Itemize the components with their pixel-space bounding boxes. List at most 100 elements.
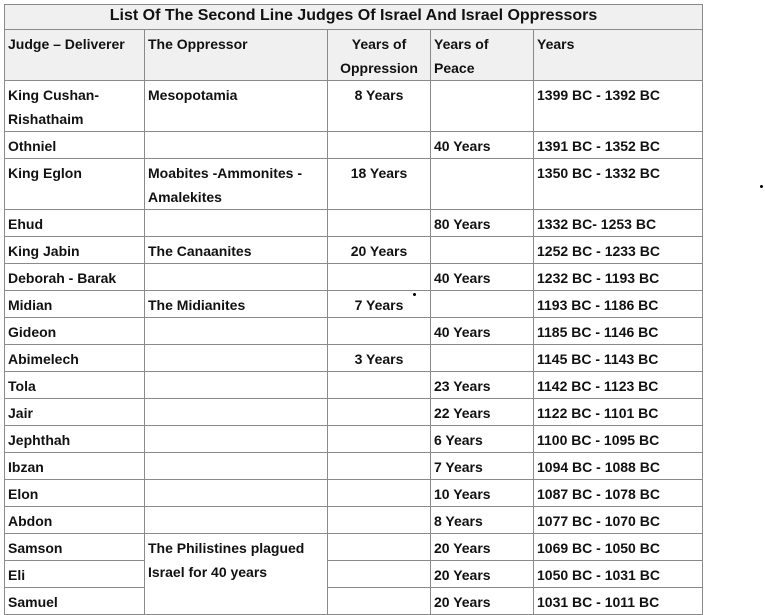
table-cell: 1399 BC - 1392 BC [532, 80, 704, 132]
table-row: Samson The Philistines plagued Israel for… [4, 533, 704, 615]
table-cell: 1077 BC - 1070 BC [532, 506, 704, 534]
table-cell: 1193 BC - 1186 BC [532, 290, 704, 318]
table-row: Judge – Deliverer The Oppressor Years of O… [4, 29, 704, 81]
table-title: List Of The Second Line Judges Of Israel… [3, 4, 704, 30]
table-cell [430, 80, 534, 132]
table-cell: 7 Years [430, 452, 534, 480]
table-cell: 1332 BC- 1253 BC [532, 209, 704, 237]
page: {"table": { "title": "List Of The Second… [3, 4, 763, 615]
table-cell: The Canaanites [144, 236, 328, 264]
table-cell: 40 Years [430, 131, 534, 159]
table-cell [327, 452, 431, 480]
table-cell [327, 131, 431, 159]
table-cell: 20 Years [430, 533, 534, 561]
table-row: Abdon 8 Years 1077 BC - 1070 BC [4, 506, 704, 534]
table-cell [327, 398, 431, 426]
table-cell: 1100 BC - 1095 BC [532, 425, 704, 453]
table-cell [327, 425, 431, 453]
table-cell [430, 290, 534, 318]
table-cell [327, 506, 431, 534]
table-cell: King Jabin [4, 236, 145, 264]
table-cell [430, 236, 534, 264]
table-cell [327, 317, 431, 345]
table-row: Elon 10 Years 1087 BC - 1078 BC [4, 479, 704, 507]
table-cell: 7 Years [327, 290, 431, 318]
table-cell [144, 317, 328, 345]
table-cell: Samson [4, 533, 145, 561]
table-row: Gideon 40 Years 1185 BC - 1146 BC [4, 317, 704, 345]
table-cell: Abdon [4, 506, 145, 534]
table-cell: 8 Years [327, 80, 431, 132]
table-cell: 1069 BC - 1050 BC [532, 533, 704, 561]
table-cell: 3 Years [327, 344, 431, 372]
table-cell: Midian [4, 290, 145, 318]
judges-table: List Of The Second Line Judges Of Israel… [3, 4, 704, 615]
table-cell: King Cushan-Rishathaim [4, 80, 145, 132]
table-cell [144, 344, 328, 372]
table-row: King Cushan-Rishathaim Mesopotamia 8 Years… [4, 80, 704, 132]
table-cell [144, 371, 328, 399]
table-row: Othniel 40 Years 1391 BC - 1352 BC [4, 131, 704, 159]
table-row: Jair 22 Years 1122 BC - 1101 BC [4, 398, 704, 426]
table-cell: 18 Years [327, 158, 431, 210]
table-cell: 1142 BC - 1123 BC [532, 371, 704, 399]
table-cell: Tola [4, 371, 145, 399]
table-cell [144, 263, 328, 291]
table-cell: 40 Years [430, 317, 534, 345]
table-cell: 1232 BC - 1193 BC [532, 263, 704, 291]
table-cell: Moabites -Ammonites -Amalekites [144, 158, 328, 210]
table-row: Ehud 80 Years 1332 BC- 1253 BC [4, 209, 704, 237]
table-cell [144, 452, 328, 480]
table-cell: Deborah - Barak [4, 263, 145, 291]
table-row: King Eglon Moabites -Ammonites -Amalekite… [4, 158, 704, 210]
table-cell: 1094 BC - 1088 BC [532, 452, 704, 480]
table-row: Midian The Midianites 7 Years 1193 BC - 118… [4, 290, 704, 318]
table-row: Abimelech 3 Years 1145 BC - 1143 BC [4, 344, 704, 372]
table-cell: 1122 BC - 1101 BC [532, 398, 704, 426]
table-cell: Eli [4, 560, 145, 588]
table-cell: Ibzan [4, 452, 145, 480]
table-cell: 80 Years [430, 209, 534, 237]
table-cell: Othniel [4, 131, 145, 159]
table-row: King Jabin The Canaanites 20 Years 1252 BC … [4, 236, 704, 264]
column-header: Years of Oppression [327, 29, 431, 81]
table-cell: 1391 BC - 1352 BC [532, 131, 704, 159]
table-row: Tola 23 Years 1142 BC - 1123 BC [4, 371, 704, 399]
table-cell [327, 533, 431, 561]
table-cell: 6 Years [430, 425, 534, 453]
table-row: Eli 20 Years 1050 BC - 1031 BC [4, 560, 704, 588]
table-cell: The Midianites [144, 290, 328, 318]
table-row: Deborah - Barak 40 Years 1232 BC - 1193 BC [4, 263, 704, 291]
table-cell: Jephthah [4, 425, 145, 453]
column-header: Years of Peace [430, 29, 534, 81]
table-cell: 1050 BC - 1031 BC [532, 560, 704, 588]
table-cell [144, 425, 328, 453]
table-cell: Ehud [4, 209, 145, 237]
table-cell: 20 Years [430, 560, 534, 588]
table-cell [327, 209, 431, 237]
table-row: Samuel 20 Years 1031 BC - 1011 BC [4, 587, 704, 615]
table-cell: Elon [4, 479, 145, 507]
table-cell: 1252 BC - 1233 BC [532, 236, 704, 264]
table-cell: Abimelech [4, 344, 145, 372]
table-cell: 1185 BC - 1146 BC [532, 317, 704, 345]
stray-dot [413, 293, 416, 296]
table-cell: 20 Years [327, 236, 431, 264]
table-cell: King Eglon [4, 158, 145, 210]
table-cell [144, 506, 328, 534]
table-cell: 8 Years [430, 506, 534, 534]
table-cell: Mesopotamia [144, 80, 328, 132]
table-cell: Samuel [4, 587, 145, 615]
table-cell [144, 398, 328, 426]
table-cell: Gideon [4, 317, 145, 345]
table-cell: 23 Years [430, 371, 534, 399]
table-cell: 1145 BC - 1143 BC [532, 344, 704, 372]
table-cell [327, 560, 431, 588]
table-cell [144, 131, 328, 159]
table-cell: 10 Years [430, 479, 534, 507]
table-cell: The Philistines plagued Israel for 40 ye… [144, 533, 328, 615]
table-cell: 20 Years [430, 587, 534, 615]
table-cell [144, 209, 328, 237]
table-cell: 40 Years [430, 263, 534, 291]
table-cell [430, 344, 534, 372]
